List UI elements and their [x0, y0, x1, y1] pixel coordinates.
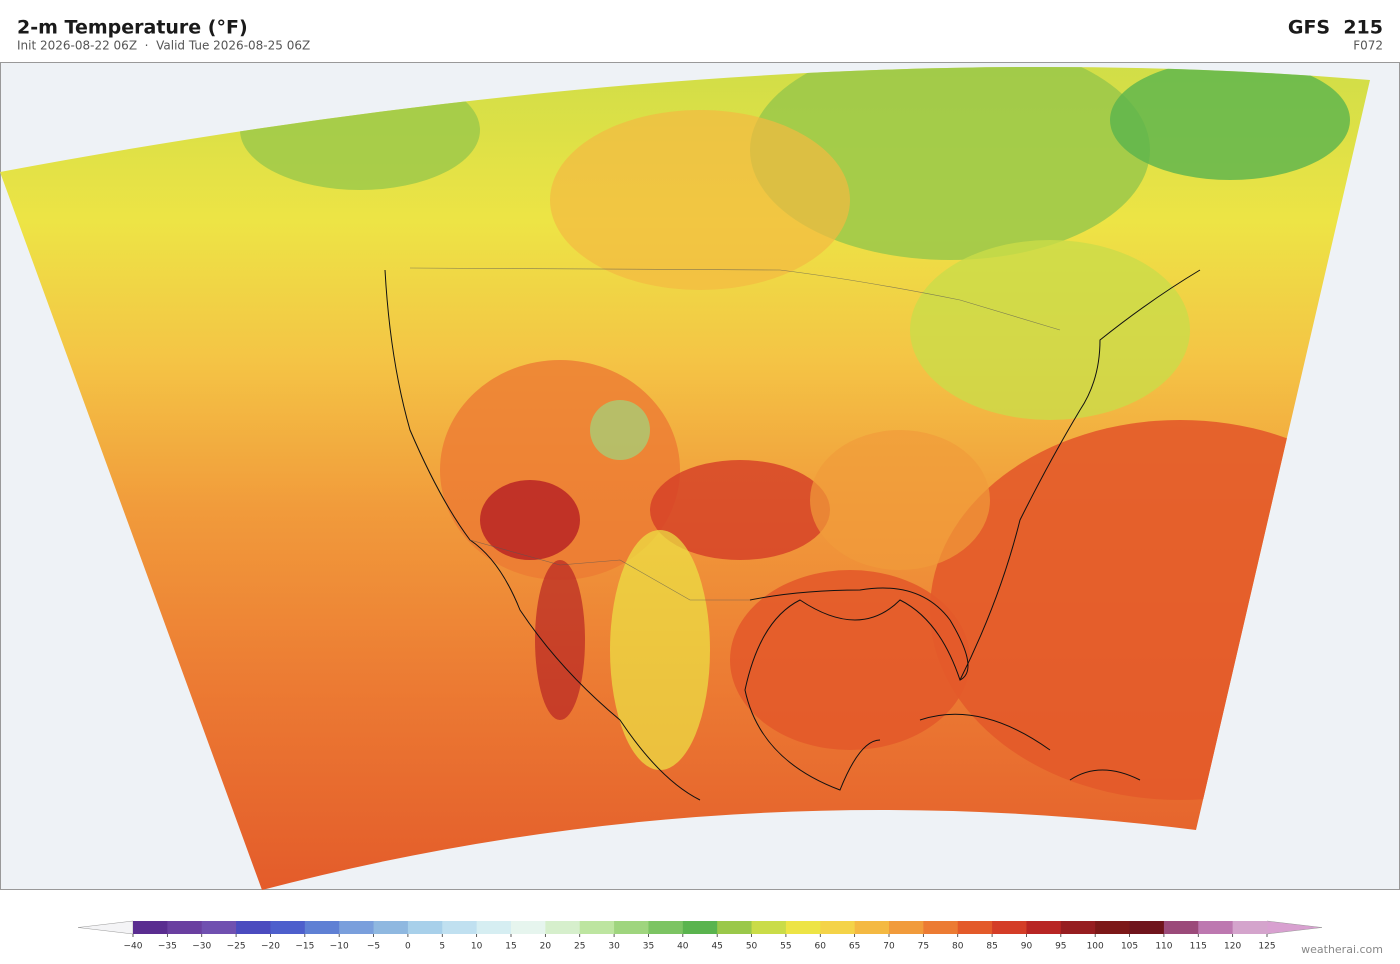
colorbar-tick-label: 40 — [677, 942, 689, 952]
colorbar-tick-label: 75 — [918, 942, 929, 952]
colorbar-tick-label: 95 — [1055, 942, 1066, 952]
colorbar-bin — [751, 921, 787, 934]
colorbar-bin — [579, 921, 615, 934]
colorbar-bin — [442, 921, 478, 934]
colorbar-bin — [682, 921, 718, 934]
colorbar-bin — [373, 921, 409, 934]
colorbar-bin — [407, 921, 443, 934]
colorbar-tick-label: −35 — [158, 942, 177, 952]
model: GFS 215 — [1288, 17, 1383, 39]
colorbar-bin — [854, 921, 890, 934]
colorbar-tick-label: 90 — [1021, 942, 1033, 952]
colorbar-bin — [1163, 921, 1199, 934]
colorbar-bin — [992, 921, 1027, 934]
colorbar-tick-label: 65 — [849, 942, 860, 952]
colorbar-bin — [1129, 921, 1165, 934]
map — [0, 62, 1400, 890]
colorbar-tick-label: 20 — [540, 942, 552, 952]
colorbar-bin — [236, 921, 271, 934]
colorbar-tick-label: 80 — [952, 942, 964, 952]
colorbar-bin — [270, 921, 306, 934]
colorbar-tick-label: 5 — [439, 942, 445, 952]
colorbar-bin — [133, 921, 168, 934]
colorbar-bin — [648, 921, 684, 934]
colorbar-tick-label: −5 — [367, 942, 380, 952]
colorbar-bin — [545, 921, 581, 934]
colorbar-tick-label: 110 — [1155, 942, 1172, 952]
colorbar-tick-label: 45 — [711, 942, 722, 952]
credit: weatherai.com — [1301, 943, 1383, 956]
colorbar-bin — [201, 921, 237, 934]
colorbar-tick-label: 120 — [1224, 942, 1241, 952]
colorbar-tick-label: 125 — [1258, 942, 1275, 952]
colorbar-tick-label: −20 — [261, 942, 280, 952]
colorbar-tick-label: 60 — [815, 942, 827, 952]
colorbar-tick-label: 115 — [1190, 942, 1207, 952]
colorbar-bin — [511, 921, 546, 934]
colorbar-tick-label: −15 — [295, 942, 314, 952]
colorbar-bin — [1026, 921, 1062, 934]
colorbar-under — [77, 920, 134, 935]
colorbar-bin — [957, 921, 993, 934]
colorbar-bin — [1095, 921, 1131, 934]
colorbar-tick-label: 105 — [1121, 942, 1138, 952]
colorbar-bin — [923, 921, 959, 934]
colorbar-tick-label: −25 — [227, 942, 246, 952]
colorbar-tick-label: 85 — [986, 942, 997, 952]
colorbar-tick-label: 55 — [780, 942, 791, 952]
colorbar-tick-label: 35 — [643, 942, 654, 952]
colorbar-tick-label: 25 — [574, 942, 585, 952]
colorbar: −40 −35 −30 −25 −20 −15 −10 −5 0 5 10 15 20 25 30 35 40 4… — [77, 920, 1323, 952]
title: 2-m Temperature (°F) — [17, 17, 248, 39]
coastlines — [384, 269, 1201, 801]
colorbar-bin — [476, 921, 512, 934]
forecast-hour: F072 — [1353, 39, 1383, 53]
colorbar-tick-label: −40 — [124, 942, 143, 952]
colorbar-bin — [889, 921, 924, 934]
colorbar-tick-label: 50 — [746, 942, 758, 952]
colorbar-tick-label: −30 — [192, 942, 211, 952]
colorbar-tick-label: 70 — [883, 942, 895, 952]
colorbar-bin — [339, 921, 375, 934]
subtitle: Init 2026-08-22 06Z · Valid Tue 2026-08-… — [17, 39, 310, 53]
borders — [409, 267, 1061, 601]
colorbar-tick-label: 10 — [471, 942, 483, 952]
colorbar-tick-label: 15 — [505, 942, 516, 952]
colorbar-tick-label: 100 — [1087, 942, 1104, 952]
colorbar-bin — [717, 921, 753, 934]
colorbar-bin — [1198, 921, 1234, 934]
colorbar-bin — [820, 921, 856, 934]
colorbar-bin — [1232, 921, 1268, 934]
colorbar-bin — [1060, 921, 1096, 934]
colorbar-over — [1266, 920, 1323, 935]
colorbar-bin — [304, 921, 340, 934]
colorbar-bin — [614, 921, 649, 934]
colorbar-bin — [167, 921, 203, 934]
colorbar-tick-label: −10 — [330, 942, 349, 952]
colorbar-tick-label: 30 — [608, 942, 620, 952]
colorbar-tick-label: 0 — [405, 942, 411, 952]
colorbar-bin — [785, 921, 821, 934]
